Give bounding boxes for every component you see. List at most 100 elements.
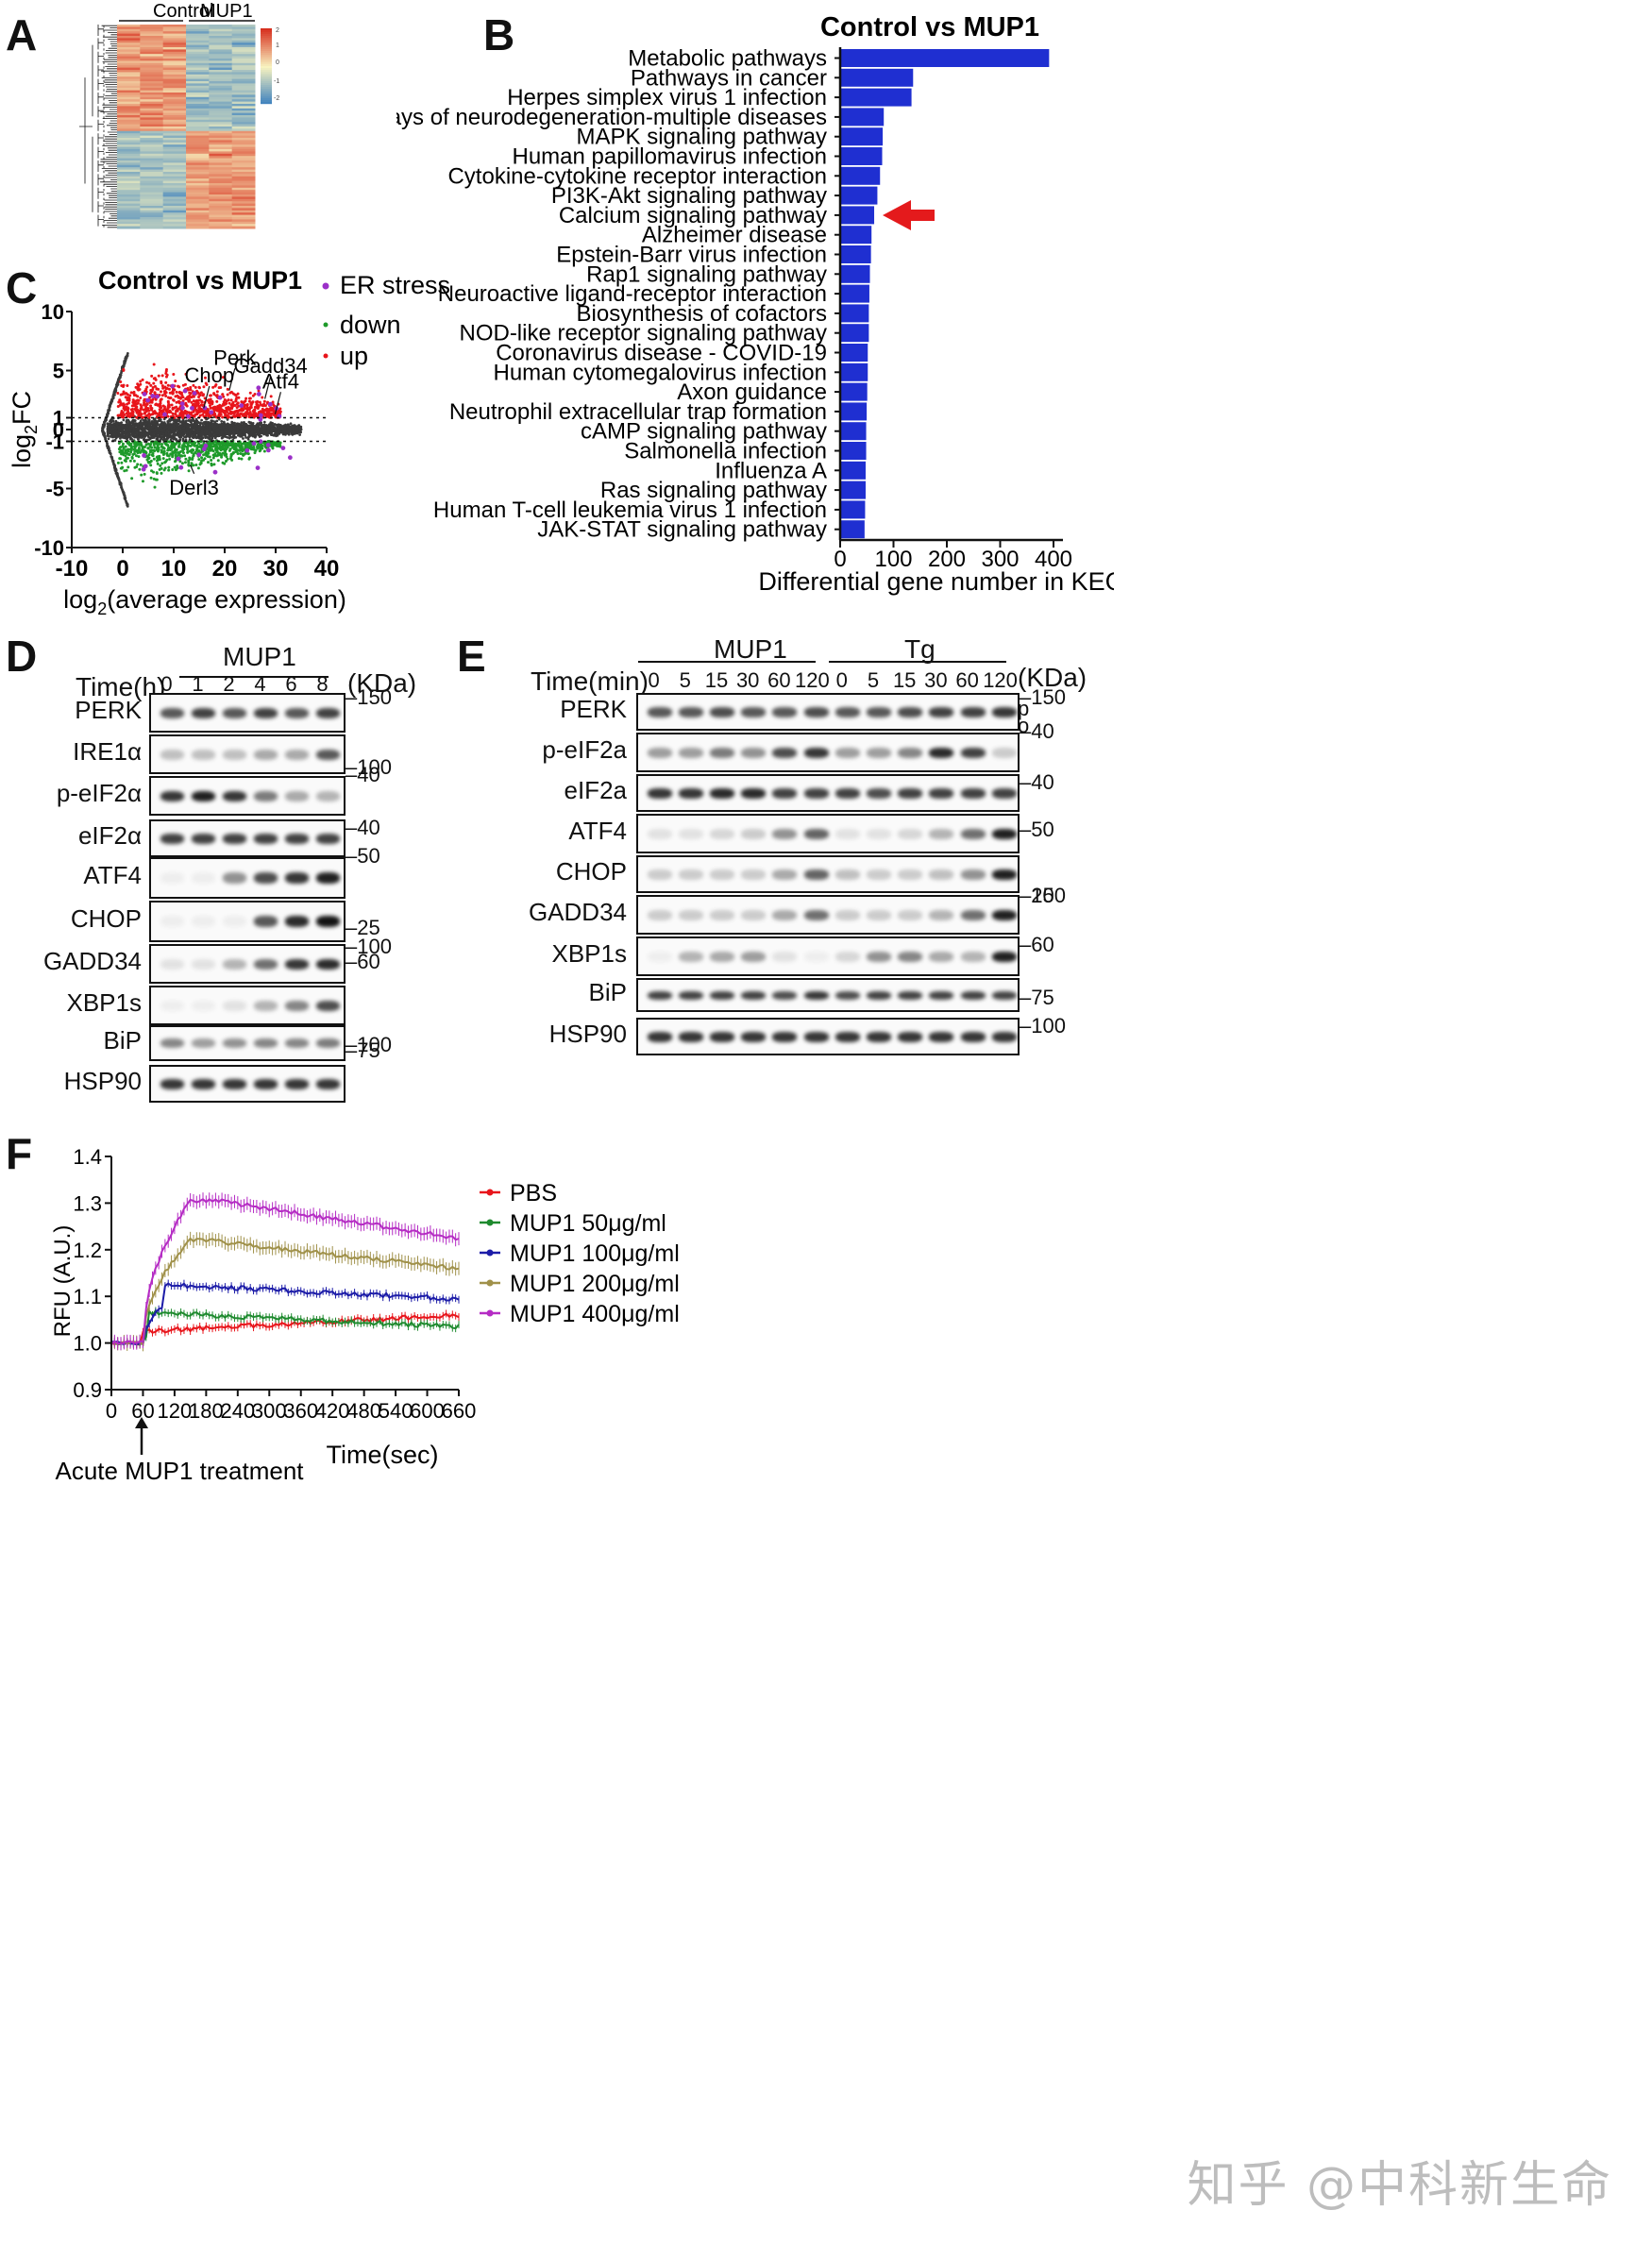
heatmap-cell <box>117 78 141 82</box>
heatmap-cell <box>186 196 210 200</box>
ca-xtick-label: 600 <box>410 1399 445 1423</box>
heatmap-cell <box>117 226 141 229</box>
heatmap-cell <box>231 172 256 175</box>
blot-band <box>741 1031 767 1042</box>
heatmap-cell <box>162 49 187 53</box>
blot-time-label: 5 <box>679 668 691 692</box>
heatmap-cell <box>209 90 233 93</box>
ma-xtick-label: 20 <box>212 556 238 582</box>
heatmap-cell <box>140 47 164 50</box>
heatmap-cell <box>209 180 233 184</box>
heatmap-cell <box>186 133 210 137</box>
heatmap-cell <box>186 212 210 216</box>
heatmap-cell <box>140 214 164 218</box>
heatmap-cell <box>231 67 256 71</box>
blot-band <box>772 951 798 963</box>
heatmap-cell <box>186 142 210 145</box>
panel-label-c: C <box>6 263 38 312</box>
heatmap-cell <box>186 206 210 209</box>
heatmap-cell <box>209 81 233 84</box>
heatmap-cell <box>140 94 164 98</box>
heatmap-cell <box>162 192 187 195</box>
blot-e-unit: (KDa) <box>1018 663 1087 692</box>
heatmap-cell <box>140 101 164 105</box>
heatmap-cell <box>231 185 256 189</box>
heatmap-cell <box>231 54 256 58</box>
heatmap-cell <box>186 70 210 73</box>
blot-band <box>991 787 1017 799</box>
blot-band <box>710 747 734 759</box>
blot-band <box>222 1000 247 1012</box>
kegg-xtick-label: 400 <box>1035 547 1072 572</box>
ma-gene-annotation: Derl3 <box>169 476 219 499</box>
heatmap-cell <box>231 33 256 37</box>
heatmap-cell <box>209 158 233 161</box>
heatmap-cell <box>209 174 233 177</box>
blot-row-label: eIF2a <box>564 776 628 804</box>
blot-band <box>772 828 798 840</box>
heatmap-cell <box>231 164 256 168</box>
heatmap-cell <box>162 172 187 175</box>
heatmap-cell <box>231 119 256 123</box>
ca-ytick-label: 1.4 <box>73 1145 102 1169</box>
ma-xlabel: log2(average expression) <box>63 585 346 618</box>
heatmap-cell <box>231 142 256 145</box>
blot-row-label: XBP1s <box>66 988 143 1017</box>
heatmap-cell <box>140 122 164 126</box>
heatmap-cell <box>209 151 233 155</box>
heatmap-cell <box>117 180 141 184</box>
colorbar-tick-neg2: -2 <box>274 95 279 102</box>
heatmap-cell <box>162 40 187 43</box>
heatmap-cell <box>117 190 141 194</box>
blot-band <box>803 909 829 921</box>
blot-band <box>898 951 923 963</box>
heatmap-cell <box>140 119 164 123</box>
blot-band <box>678 828 703 840</box>
blot-band <box>710 951 734 963</box>
heatmap-cell <box>231 178 256 182</box>
blot-band <box>647 1031 672 1042</box>
heatmap-cell <box>162 167 187 171</box>
ca-xtick-label: 0 <box>106 1399 117 1423</box>
heatmap-cell <box>162 70 187 73</box>
heatmap-cell <box>117 142 141 145</box>
blot-band <box>678 706 703 717</box>
heatmap-cell <box>162 65 187 69</box>
heatmap-cell <box>186 88 210 92</box>
heatmap-cell <box>231 25 256 27</box>
heatmap-cell <box>231 85 256 89</box>
heatmap-cell <box>209 108 233 111</box>
heatmap-cell <box>162 194 187 197</box>
heatmap-cell <box>140 221 164 225</box>
blot-band <box>253 1000 278 1012</box>
blot-band <box>898 990 923 1001</box>
heatmap-cell <box>231 93 256 95</box>
heatmap-cell <box>186 174 210 177</box>
ma-ytick-label: 5 <box>53 360 64 383</box>
heatmap-cell <box>162 115 187 118</box>
heatmap-cell <box>209 183 233 186</box>
heatmap-cell <box>117 26 141 30</box>
heatmap-cell <box>117 60 141 64</box>
heatmap-cell <box>186 156 210 160</box>
blot-band <box>160 833 185 844</box>
heatmap-cell <box>209 178 233 182</box>
heatmap-cell <box>140 88 164 92</box>
heatmap-cell <box>209 117 233 121</box>
heatmap-cell <box>117 90 141 93</box>
heatmap-cell <box>209 164 233 168</box>
heatmap-colorbar <box>261 28 272 105</box>
blot-band <box>898 869 923 880</box>
heatmap-cell <box>140 128 164 132</box>
blot-band <box>191 872 216 885</box>
heatmap-cell <box>162 44 187 48</box>
blot-band <box>929 990 954 1001</box>
ca-xtick-label: 360 <box>283 1399 318 1423</box>
heatmap-cell <box>162 42 187 46</box>
heatmap-cell <box>231 167 256 171</box>
kegg-category-label: Neuroactive ligand-receptor interaction <box>438 281 827 307</box>
heatmap-cell <box>209 146 233 150</box>
heatmap-cell <box>209 54 233 58</box>
blot-band <box>222 790 247 802</box>
heatmap-cell <box>186 36 210 39</box>
